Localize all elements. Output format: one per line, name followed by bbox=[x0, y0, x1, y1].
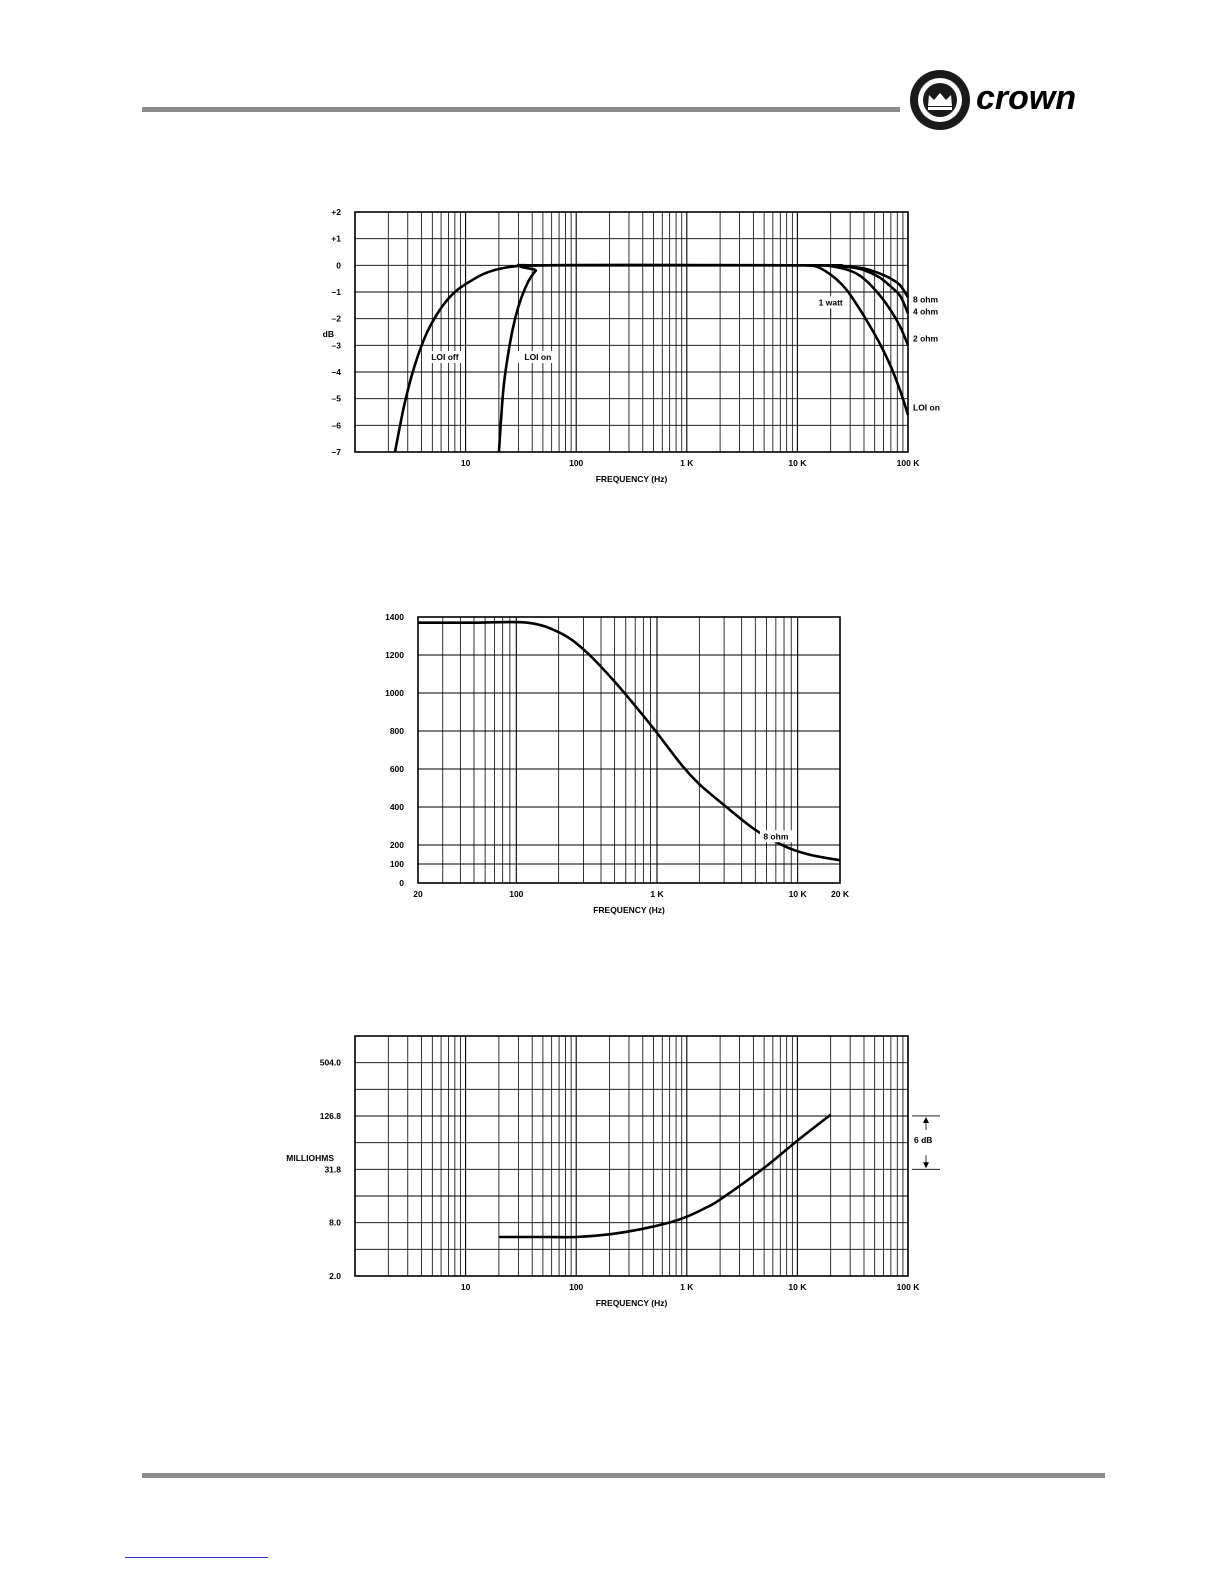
y-tick-label: 600 bbox=[390, 764, 404, 774]
y-tick-label: –6 bbox=[332, 420, 342, 430]
plot-frame bbox=[354, 1035, 909, 1277]
footer-rule bbox=[142, 1473, 1105, 1478]
x-tick-label: 100 bbox=[569, 458, 583, 468]
y-tick-label: 2.0 bbox=[329, 1271, 341, 1281]
y-tick-label: 800 bbox=[390, 726, 404, 736]
damping-factor-chart: 0 100 200 400 600 800 1000 1200 1400 20 100 1 K 10 K… bbox=[385, 612, 850, 915]
x-tick-label: 100 K bbox=[897, 1282, 921, 1292]
x-axis-title: FREQUENCY (Hz) bbox=[593, 905, 665, 915]
y-tick-label: –5 bbox=[332, 394, 342, 404]
y-tick-label: +1 bbox=[331, 234, 341, 244]
annotation-label: LOI on bbox=[524, 352, 551, 362]
y-tick-label: 200 bbox=[390, 840, 404, 850]
x-tick-label: 10 K bbox=[788, 1282, 807, 1292]
y-tick-label: 0 bbox=[336, 260, 341, 270]
x-axis-title: FREQUENCY (Hz) bbox=[596, 474, 668, 484]
y-tick-label: 400 bbox=[390, 802, 404, 812]
series-line-curve bbox=[498, 1113, 832, 1239]
annotation-label: 2 ohm bbox=[913, 333, 938, 343]
x-axis-title: FREQUENCY (Hz) bbox=[596, 1298, 668, 1308]
crown-icon bbox=[928, 93, 952, 106]
series-line-loi-on bbox=[805, 264, 910, 416]
y-tick-label: –7 bbox=[332, 447, 342, 457]
annotation-backdrop bbox=[517, 351, 558, 363]
annotation-label: 1 watt bbox=[819, 297, 843, 307]
annotation-label: LOI off bbox=[431, 352, 459, 362]
y-tick-label: 0 bbox=[399, 878, 404, 888]
y-tick-label: 1200 bbox=[385, 650, 404, 660]
plot-frame bbox=[417, 616, 841, 884]
series-line-2-ohm bbox=[816, 264, 910, 346]
frequency-response-chart: +2 +1 0 –1 –2 –3 –4 –5 –6 –7 10 100 1 K 10 K 100 K FREQ… bbox=[323, 207, 940, 484]
y-tick-label: 100 bbox=[390, 859, 404, 869]
annotation-label: 6 dB bbox=[914, 1135, 932, 1145]
annotation-label: 4 ohm bbox=[913, 307, 938, 317]
x-tick-label: 100 bbox=[569, 1282, 583, 1292]
y-tick-label: –4 bbox=[332, 367, 342, 377]
annotation-backdrop bbox=[424, 351, 465, 363]
x-tick-label: 10 K bbox=[788, 458, 807, 468]
y-tick-label: –1 bbox=[332, 287, 342, 297]
x-tick-label: 20 K bbox=[831, 889, 850, 899]
x-tick-label: 10 K bbox=[789, 889, 808, 899]
x-tick-label: 1 K bbox=[650, 889, 664, 899]
x-tick-label: 10 bbox=[461, 458, 471, 468]
crown-logo: crown bbox=[910, 70, 1076, 130]
output-impedance-chart: 2.0 8.0 31.8 126.8 504.0 10 100 1 K 10 K 100 K FRE… bbox=[286, 1035, 940, 1308]
header-rule bbox=[142, 107, 900, 112]
y-tick-label: –2 bbox=[332, 314, 342, 324]
y-tick-label: 126.8 bbox=[320, 1111, 342, 1121]
series-line-4-ohm bbox=[830, 264, 910, 314]
annotation-backdrop bbox=[812, 296, 849, 309]
y-tick-label: 1400 bbox=[385, 612, 404, 622]
annotation-label: 8 ohm bbox=[913, 295, 938, 305]
x-tick-label: 100 bbox=[509, 889, 523, 899]
y-axis-title: MILLIOHMS bbox=[286, 1153, 334, 1163]
logo-wordmark: crown bbox=[976, 79, 1076, 117]
x-tick-label: 100 K bbox=[897, 458, 921, 468]
series-line-8-ohm bbox=[418, 620, 841, 862]
footer-link-underline[interactable] bbox=[125, 1557, 268, 1558]
arrow-up-icon bbox=[923, 1116, 929, 1123]
y-tick-label: 8.0 bbox=[329, 1218, 341, 1228]
y-tick-label: 1000 bbox=[385, 688, 404, 698]
plot-frame bbox=[354, 211, 909, 453]
y-tick-label: +2 bbox=[331, 207, 341, 217]
crown-band-icon bbox=[928, 107, 952, 110]
y-tick-label: 504.0 bbox=[320, 1058, 342, 1068]
y-tick-label: –3 bbox=[332, 340, 342, 350]
y-axis-title: dB bbox=[323, 329, 334, 339]
arrow-down-icon bbox=[923, 1162, 929, 1169]
x-tick-label: 10 bbox=[461, 1282, 471, 1292]
annotation-label: 8 ohm bbox=[763, 831, 788, 841]
x-tick-label: 1 K bbox=[680, 1282, 694, 1292]
x-tick-label: 20 bbox=[413, 889, 423, 899]
annotation-label: LOI on bbox=[913, 403, 940, 413]
y-tick-label: 31.8 bbox=[324, 1164, 341, 1174]
x-tick-label: 1 K bbox=[680, 458, 694, 468]
series-line-loi-on bbox=[497, 263, 844, 453]
annotation-backdrop bbox=[759, 830, 792, 843]
